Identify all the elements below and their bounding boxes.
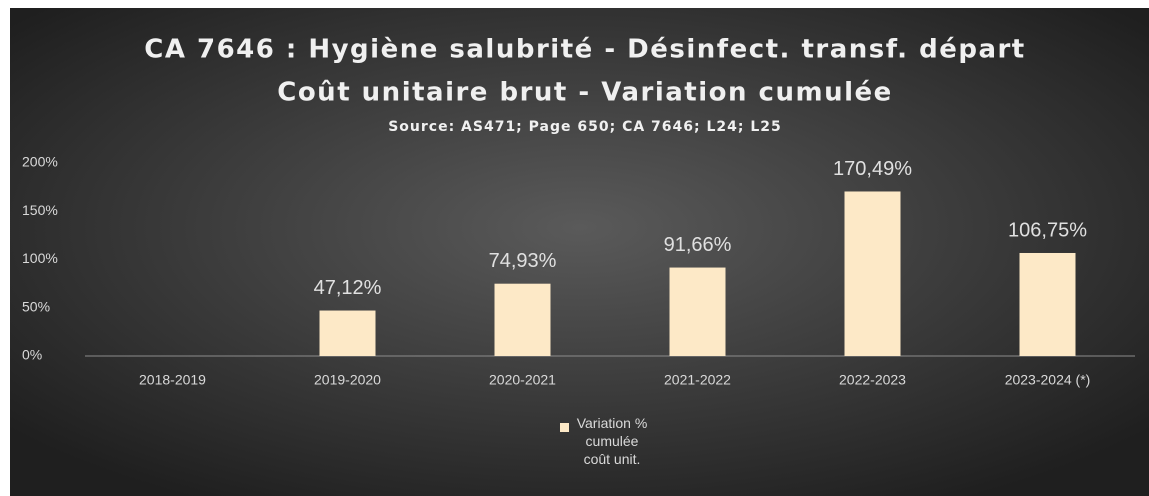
y-tick-label: 200%	[22, 154, 58, 170]
bar	[669, 267, 726, 356]
x-tick-label: 2022-2023	[839, 372, 906, 388]
data-label: 91,66%	[664, 234, 732, 256]
y-tick-label: 150%	[22, 202, 58, 218]
chart-background	[10, 8, 1149, 496]
y-tick-label: 0%	[22, 347, 42, 363]
x-tick-label: 2021-2022	[664, 372, 731, 388]
chart-source: Source: AS471; Page 650; CA 7646; L24; L…	[388, 119, 782, 135]
x-tick-label: 2023-2024 (*)	[1005, 372, 1091, 388]
chart-title: CA 7646 : Hygiène salubrité - Désinfect.…	[144, 35, 1026, 65]
data-label: 47,12%	[314, 277, 382, 299]
data-label: 106,75%	[1008, 219, 1087, 241]
bar	[319, 310, 376, 356]
x-tick-label: 2018-2019	[139, 372, 206, 388]
legend-swatch	[560, 423, 569, 432]
data-label: 170,49%	[833, 158, 912, 180]
y-tick-label: 50%	[22, 298, 50, 314]
bar	[494, 283, 551, 356]
chart-subtitle: Coût unitaire brut - Variation cumulée	[277, 78, 893, 108]
x-tick-label: 2019-2020	[314, 372, 381, 388]
bar	[844, 191, 901, 356]
bar	[1019, 252, 1076, 356]
x-tick-label: 2020-2021	[489, 372, 556, 388]
y-tick-label: 100%	[22, 250, 58, 266]
legend: Variation % cumulée coût unit.	[560, 415, 680, 468]
data-label: 74,93%	[489, 250, 557, 272]
legend-label: Variation % cumulée coût unit.	[576, 415, 648, 467]
